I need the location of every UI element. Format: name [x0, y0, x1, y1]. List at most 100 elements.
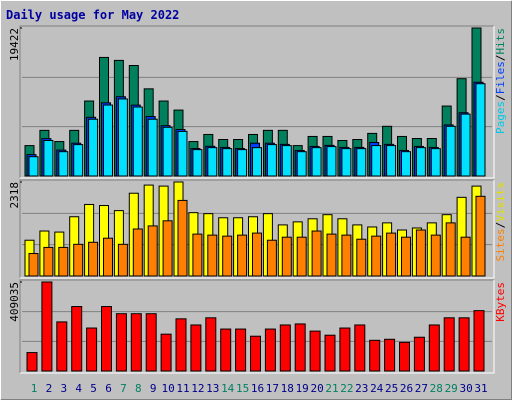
bar	[58, 246, 69, 277]
bar	[371, 145, 382, 177]
bar	[115, 313, 127, 372]
bar	[207, 234, 218, 277]
bar	[475, 83, 486, 177]
bar	[252, 232, 262, 277]
bar	[220, 328, 232, 372]
bar	[326, 233, 337, 277]
x-tick-label: 9	[150, 382, 157, 395]
x-tick-label: 5	[90, 382, 97, 395]
x-tick-label: 13	[206, 382, 219, 395]
legend-entry: KBytes	[494, 282, 507, 322]
x-tick-label: 16	[251, 382, 264, 395]
x-tick-label: 11	[176, 382, 189, 395]
x-tick-label: 23	[355, 382, 368, 395]
x-tick-label: 21	[325, 382, 338, 395]
bar	[43, 246, 54, 277]
panel-edge-light	[20, 26, 495, 179]
bar	[384, 338, 396, 372]
bar	[147, 118, 158, 177]
bar	[371, 235, 382, 277]
bar	[235, 328, 247, 372]
bar	[222, 235, 233, 277]
x-tick-label: 18	[281, 382, 294, 395]
bar	[386, 232, 397, 277]
bar	[160, 333, 172, 372]
legend-entry: Hits	[494, 28, 507, 55]
bar	[309, 330, 321, 372]
bar	[58, 151, 69, 177]
x-tick-label: 29	[445, 382, 458, 395]
bar	[132, 106, 143, 177]
bar	[145, 313, 157, 372]
panel-edge-light	[20, 280, 495, 374]
bar	[279, 324, 291, 372]
bar	[252, 147, 262, 177]
bar	[341, 148, 352, 177]
x-tick-label: 20	[310, 382, 323, 395]
x-tick-label: 28	[430, 382, 443, 395]
x-tick-label: 22	[340, 382, 353, 395]
bar	[71, 306, 83, 372]
bar	[147, 225, 158, 277]
bar	[415, 147, 426, 177]
bar	[86, 327, 98, 372]
bar	[430, 234, 441, 277]
x-tick-label: 15	[236, 382, 249, 395]
bar	[103, 104, 113, 177]
bar	[175, 318, 187, 372]
bar	[132, 228, 143, 277]
x-tick-label: 31	[474, 382, 487, 395]
x-tick-label: 26	[400, 382, 413, 395]
bar	[369, 339, 381, 372]
bar	[356, 238, 367, 277]
bar	[473, 310, 485, 372]
legend-separator: /	[494, 94, 507, 101]
bar	[177, 130, 188, 177]
legend: KBytes	[494, 282, 507, 322]
bar	[264, 328, 276, 372]
bar	[192, 149, 203, 177]
bar	[43, 139, 54, 177]
panel-edge-light	[20, 180, 495, 279]
bar	[460, 113, 471, 177]
bar	[401, 151, 411, 177]
legend-entry: Pages	[494, 101, 507, 134]
x-tick-label: 4	[75, 382, 82, 395]
bar	[356, 148, 367, 177]
bar	[445, 222, 456, 277]
legend-separator: /	[494, 55, 507, 62]
bar	[413, 336, 425, 372]
bar	[117, 98, 128, 177]
x-tick-label: 7	[120, 382, 127, 395]
bar	[266, 144, 277, 177]
legend: Sites/Visits	[494, 182, 507, 262]
x-tick-label: 14	[221, 382, 235, 395]
bar	[101, 306, 112, 372]
panel-edge-dark	[19, 279, 494, 373]
bar	[445, 125, 456, 177]
bar	[117, 243, 128, 277]
bar	[56, 321, 68, 372]
bar	[311, 230, 322, 277]
x-tick-label: 17	[266, 382, 279, 395]
bar	[475, 195, 486, 277]
panel-edge-dark	[19, 25, 494, 178]
bar	[296, 151, 307, 177]
bar	[88, 118, 99, 177]
x-tick-label: 27	[415, 382, 428, 395]
x-tick-label: 30	[459, 382, 472, 395]
bar	[354, 324, 366, 372]
bar	[430, 148, 441, 177]
bar	[205, 317, 217, 372]
bar	[130, 313, 142, 372]
bar	[399, 341, 410, 372]
x-tick-label: 10	[161, 382, 174, 395]
bar	[311, 147, 322, 177]
bar	[190, 324, 202, 372]
bar	[386, 145, 397, 177]
bar	[326, 146, 337, 177]
bar	[162, 126, 173, 177]
bar	[73, 144, 84, 177]
